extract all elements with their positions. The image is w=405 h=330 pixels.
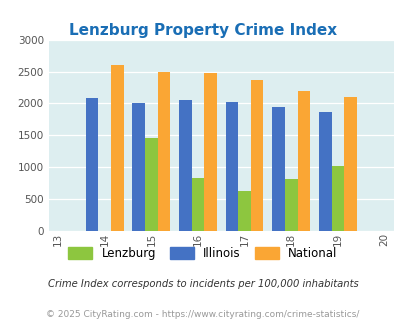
Bar — [297, 91, 309, 231]
Bar — [343, 97, 356, 231]
Bar — [225, 102, 238, 231]
Bar — [111, 65, 123, 231]
Bar — [272, 107, 284, 231]
Bar — [284, 179, 297, 231]
Text: Crime Index corresponds to incidents per 100,000 inhabitants: Crime Index corresponds to incidents per… — [47, 279, 358, 289]
Bar — [204, 73, 216, 231]
Bar — [179, 100, 191, 231]
Bar — [331, 166, 343, 231]
Legend: Lenzburg, Illinois, National: Lenzburg, Illinois, National — [68, 247, 337, 260]
Bar — [250, 80, 263, 231]
Bar — [238, 191, 250, 231]
Bar — [145, 139, 157, 231]
Bar — [318, 112, 331, 231]
Bar — [157, 72, 170, 231]
Bar — [85, 98, 98, 231]
Bar — [191, 178, 204, 231]
Text: © 2025 CityRating.com - https://www.cityrating.com/crime-statistics/: © 2025 CityRating.com - https://www.city… — [46, 310, 359, 319]
Text: Lenzburg Property Crime Index: Lenzburg Property Crime Index — [69, 23, 336, 38]
Bar — [132, 103, 145, 231]
